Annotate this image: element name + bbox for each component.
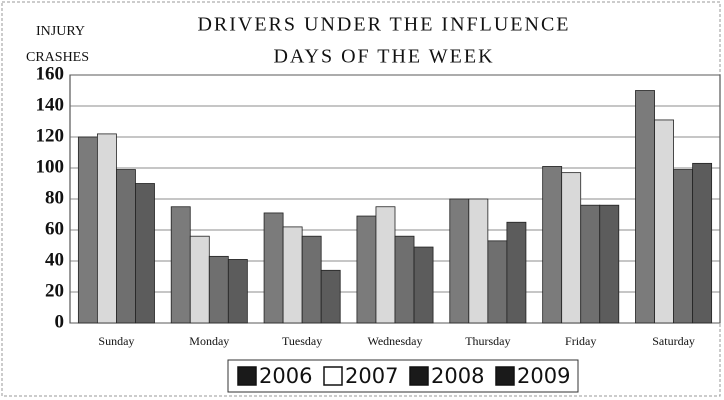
bar — [580, 204, 601, 324]
chart-title: DRIVERS UNDER THE INFLUENCE — [197, 14, 570, 36]
y-tick-label: 100 — [36, 156, 65, 177]
legend-label: 2009 — [517, 364, 570, 388]
x-tick-label: Monday — [189, 334, 229, 348]
legend-swatch — [323, 366, 343, 386]
x-tick-label: Wednesday — [367, 334, 422, 348]
bar — [561, 172, 582, 324]
chart-subtitle: DAYS OF THE WEEK — [273, 46, 494, 68]
legend-swatch — [409, 366, 429, 386]
legend: 2006 2007 2008 2009 — [227, 359, 579, 393]
legend-swatch — [495, 366, 515, 386]
bar — [189, 235, 210, 324]
x-tick-label: Friday — [565, 334, 596, 348]
bar — [263, 212, 284, 324]
bar — [394, 235, 415, 324]
y-label-line: INJURY — [36, 24, 85, 39]
y-tick-label: 120 — [36, 125, 65, 146]
y-tick-label: 20 — [45, 280, 64, 301]
x-tick-label: Thursday — [465, 334, 510, 348]
bar — [282, 226, 303, 324]
bar — [654, 119, 674, 324]
bar — [599, 204, 620, 324]
y-tick-label: 80 — [45, 187, 64, 208]
bar — [506, 221, 527, 324]
bar — [96, 133, 117, 324]
bar — [673, 169, 694, 324]
bar — [635, 90, 655, 324]
bar — [320, 269, 341, 324]
bar — [692, 162, 713, 324]
bar — [227, 259, 248, 324]
y-tick-label: 40 — [45, 249, 64, 270]
legend-swatch — [237, 366, 257, 386]
x-tick-label: Tuesday — [282, 334, 322, 348]
bar — [170, 206, 191, 324]
bar — [468, 198, 489, 324]
legend-label: 2008 — [431, 364, 484, 388]
bar — [542, 166, 563, 324]
bar — [77, 136, 98, 324]
bar — [356, 215, 377, 324]
bar — [487, 240, 508, 324]
x-tick-label: Sunday — [98, 334, 134, 348]
legend-label: 2007 — [345, 364, 398, 388]
bar — [208, 255, 229, 324]
bar — [301, 235, 322, 324]
y-tick-label: 140 — [36, 94, 65, 115]
y-tick-label: 160 — [36, 63, 65, 84]
bar — [413, 246, 434, 324]
y-tick-label: 60 — [45, 218, 64, 239]
y-tick-label: 0 — [55, 311, 65, 332]
bar — [116, 169, 136, 324]
y-label-line: CRASHES — [26, 50, 89, 65]
bar — [449, 198, 470, 324]
bar — [135, 183, 155, 324]
bar — [375, 206, 396, 324]
x-tick-label: Saturday — [652, 334, 695, 348]
legend-box — [227, 359, 579, 393]
legend-label: 2006 — [259, 364, 312, 388]
